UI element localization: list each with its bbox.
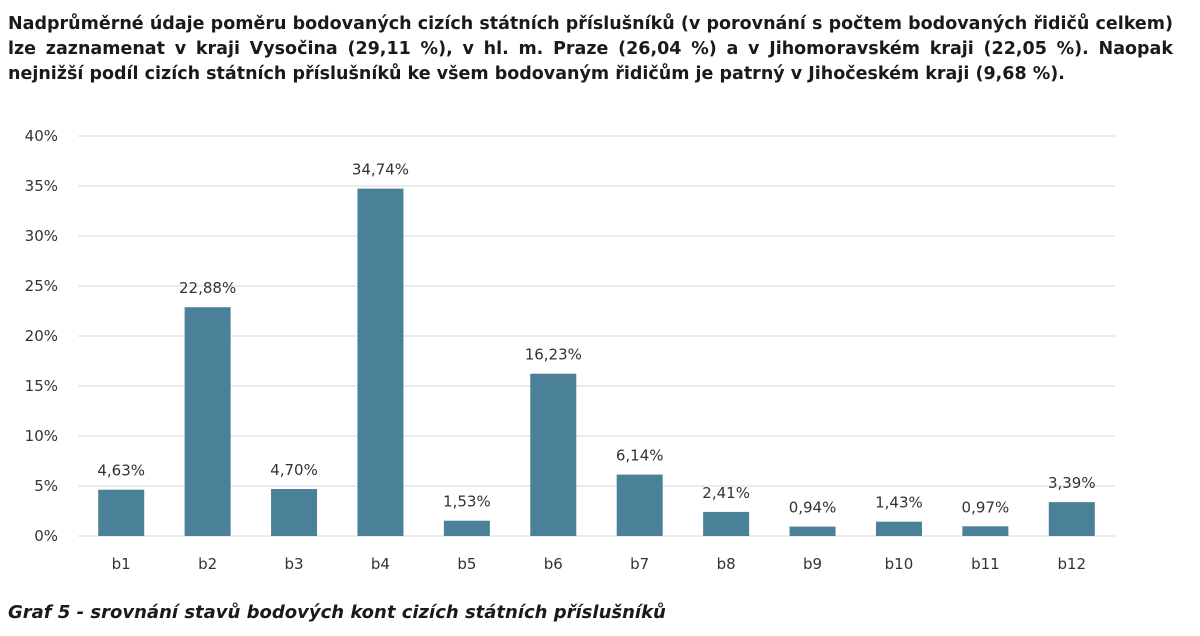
bar-b6 bbox=[530, 373, 577, 536]
x-category-label: b4 bbox=[371, 555, 390, 573]
y-tick-label: 20% bbox=[25, 327, 58, 345]
x-category-label: b3 bbox=[285, 555, 304, 573]
x-category-label: b6 bbox=[544, 555, 563, 573]
x-category-label: b9 bbox=[803, 555, 822, 573]
bar-chart: 0% 5% 10% 15% 20% 25% 30% 35% 40% 4,63% 22,88% 4,7… bbox=[25, 127, 1115, 573]
bar-b11 bbox=[962, 526, 1009, 536]
bar-b12 bbox=[1048, 502, 1095, 536]
bar-b10 bbox=[875, 521, 922, 536]
x-axis-category-labels: b1 b2 b3 b4 b5 b6 b7 b8 b9 b10 b11 b12 bbox=[112, 555, 1086, 573]
y-tick-label: 25% bbox=[25, 277, 58, 295]
bar-b9 bbox=[789, 526, 836, 536]
data-label-b6: 16,23% bbox=[525, 346, 582, 364]
data-labels: 4,63% 22,88% 4,70% 34,74% 1,53% 16,23% 6,14% 2,… bbox=[97, 161, 1095, 517]
y-tick-label: 10% bbox=[25, 427, 58, 445]
bars bbox=[98, 188, 1095, 536]
data-label-b1: 4,63% bbox=[97, 462, 145, 480]
y-tick-label: 40% bbox=[25, 127, 58, 145]
gridlines bbox=[78, 135, 1115, 537]
x-category-label: b11 bbox=[971, 555, 1000, 573]
data-label-b4: 34,74% bbox=[352, 161, 409, 179]
data-label-b12: 3,39% bbox=[1048, 474, 1096, 492]
x-category-label: b2 bbox=[198, 555, 217, 573]
x-category-label: b10 bbox=[885, 555, 914, 573]
data-label-b8: 2,41% bbox=[702, 484, 750, 502]
y-tick-label: 35% bbox=[25, 177, 58, 195]
data-label-b11: 0,97% bbox=[962, 498, 1010, 516]
data-label-b3: 4,70% bbox=[270, 461, 318, 479]
y-tick-label: 15% bbox=[25, 377, 58, 395]
bar-b7 bbox=[616, 474, 663, 536]
data-label-b7: 6,14% bbox=[616, 447, 664, 465]
chart-caption: Graf 5 - srovnání stavů bodových kont ci… bbox=[8, 602, 666, 623]
y-tick-label: 0% bbox=[34, 527, 58, 545]
data-label-b10: 1,43% bbox=[875, 494, 923, 512]
x-category-label: b7 bbox=[630, 555, 649, 573]
x-category-label: b8 bbox=[717, 555, 736, 573]
bar-b5 bbox=[443, 520, 490, 536]
data-label-b9: 0,94% bbox=[789, 499, 837, 517]
bar-b2 bbox=[184, 307, 231, 536]
data-label-b2: 22,88% bbox=[179, 279, 236, 297]
bar-b1 bbox=[98, 489, 145, 536]
data-label-b5: 1,53% bbox=[443, 493, 491, 511]
y-tick-label: 30% bbox=[25, 227, 58, 245]
y-axis-tick-labels: 0% 5% 10% 15% 20% 25% 30% 35% 40% bbox=[25, 127, 58, 545]
x-category-label: b12 bbox=[1057, 555, 1086, 573]
bar-b3 bbox=[271, 489, 318, 536]
x-category-label: b5 bbox=[457, 555, 476, 573]
bar-b4 bbox=[357, 188, 404, 536]
bar-b8 bbox=[703, 511, 750, 536]
intro-paragraph: Nadprůměrné údaje poměru bodovaných cizí… bbox=[8, 14, 1173, 84]
x-category-label: b1 bbox=[112, 555, 131, 573]
y-tick-label: 5% bbox=[34, 477, 58, 495]
